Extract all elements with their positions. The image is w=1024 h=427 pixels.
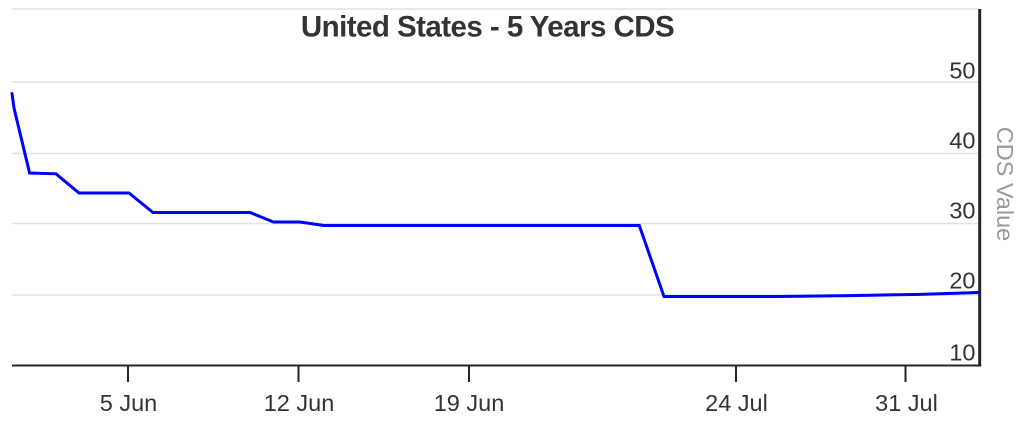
svg-text:United States - 5 Years CDS: United States - 5 Years CDS bbox=[301, 11, 674, 44]
svg-text:5 Jun: 5 Jun bbox=[100, 390, 158, 416]
svg-text:24 Jul: 24 Jul bbox=[705, 390, 768, 416]
svg-text:CDS Value: CDS Value bbox=[992, 127, 1018, 242]
svg-text:31 Jul: 31 Jul bbox=[875, 390, 938, 416]
svg-text:40: 40 bbox=[949, 128, 975, 154]
svg-text:19 Jun: 19 Jun bbox=[434, 390, 505, 416]
svg-text:10: 10 bbox=[949, 340, 975, 366]
svg-text:50: 50 bbox=[949, 57, 975, 83]
svg-text:12 Jun: 12 Jun bbox=[264, 390, 335, 416]
svg-text:30: 30 bbox=[949, 198, 975, 224]
svg-text:20: 20 bbox=[949, 268, 975, 294]
